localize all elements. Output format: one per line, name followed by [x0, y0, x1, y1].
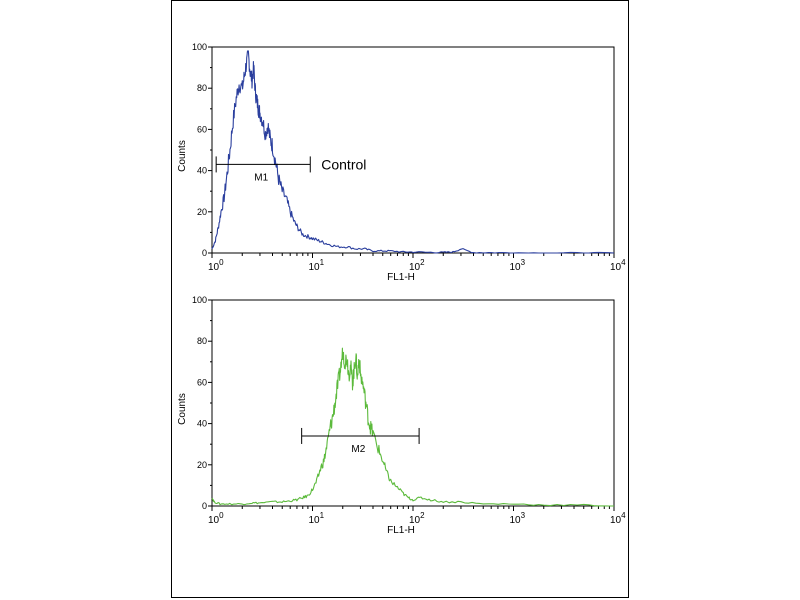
x-tick-base: 10 — [309, 262, 321, 273]
y-tick-label: 80 — [197, 83, 207, 93]
x-tick-base: 10 — [610, 515, 622, 526]
figure-frame — [171, 0, 629, 598]
gate-label: M2 — [351, 444, 365, 455]
x-tick-label: 101 — [309, 511, 325, 526]
x-axis-label: FL1-H — [387, 272, 415, 283]
x-tick-exponent: 1 — [320, 511, 325, 520]
control-annotation: Control — [321, 156, 366, 172]
histogram-series-line — [211, 347, 614, 507]
x-tick-label: 102 — [409, 511, 425, 526]
x-tick-base: 10 — [510, 262, 522, 273]
x-tick-exponent: 3 — [521, 511, 526, 520]
x-tick-label: 100 — [208, 258, 224, 273]
y-tick-label: 80 — [197, 336, 207, 346]
y-tick-label: 100 — [192, 42, 207, 52]
x-tick-base: 10 — [510, 515, 522, 526]
x-tick-base: 10 — [208, 262, 220, 273]
x-tick-label: 102 — [409, 258, 425, 273]
x-tick-exponent: 2 — [420, 511, 425, 520]
x-tick-label: 104 — [610, 258, 626, 273]
y-tick-label: 40 — [197, 166, 207, 176]
x-tick-label: 103 — [510, 258, 526, 273]
x-tick-exponent: 1 — [320, 258, 325, 267]
x-tick-label: 100 — [208, 511, 224, 526]
x-tick-base: 10 — [208, 515, 220, 526]
x-tick-base: 10 — [309, 515, 321, 526]
y-tick-label: 40 — [197, 419, 207, 429]
histogram-series-line — [211, 50, 615, 254]
x-tick-label: 104 — [610, 511, 626, 526]
gate-label: M1 — [254, 172, 268, 183]
x-tick-exponent: 0 — [219, 511, 224, 520]
y-tick-label: 0 — [202, 248, 207, 258]
x-tick-base: 10 — [409, 262, 421, 273]
x-axis-label: FL1-H — [387, 525, 415, 536]
y-tick-label: 20 — [197, 460, 207, 470]
y-tick-label: 100 — [192, 295, 207, 305]
y-tick-label: 0 — [202, 501, 207, 511]
x-tick-base: 10 — [610, 262, 622, 273]
y-tick-label: 60 — [197, 377, 207, 387]
y-tick-label: 60 — [197, 124, 207, 134]
x-tick-exponent: 2 — [420, 258, 425, 267]
y-tick-label: 20 — [197, 207, 207, 217]
x-tick-base: 10 — [409, 515, 421, 526]
x-tick-exponent: 3 — [521, 258, 526, 267]
x-tick-label: 101 — [309, 258, 325, 273]
x-tick-exponent: 0 — [219, 258, 224, 267]
x-tick-exponent: 4 — [621, 511, 626, 520]
plot-frame — [211, 299, 615, 507]
x-tick-exponent: 4 — [621, 258, 626, 267]
y-axis-label: Counts — [177, 393, 188, 425]
x-tick-label: 103 — [510, 511, 526, 526]
y-axis-label: Counts — [177, 140, 188, 172]
